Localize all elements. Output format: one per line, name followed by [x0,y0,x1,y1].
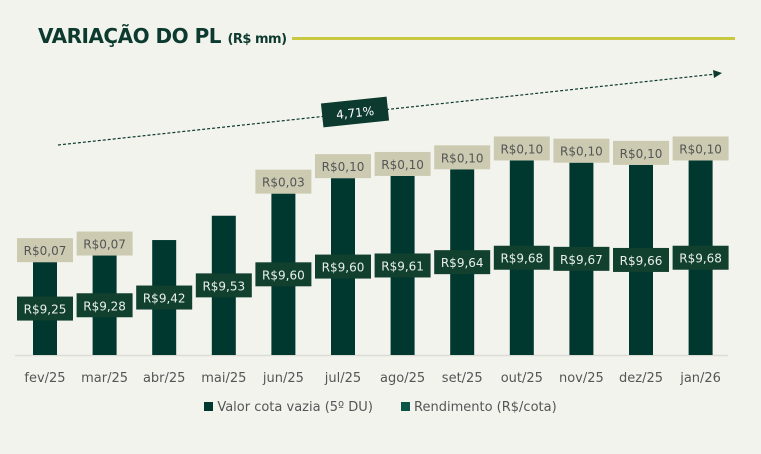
title-rule [292,37,735,40]
rend-label-bg [613,140,669,165]
rend-label: R$0,10 [322,160,365,174]
value-label: R$9,60 [322,261,365,275]
x-tick-label: set/25 [442,371,483,386]
trend-arrowhead [713,70,722,78]
x-tick-label: abr/25 [143,371,186,386]
badge-text: 4,71% [335,104,374,122]
value-label: R$9,66 [620,254,663,268]
rend-label-bg [315,154,371,179]
value-label: R$9,64 [441,256,484,270]
x-tick-label: mar/25 [81,371,128,386]
value-label: R$9,53 [202,279,245,293]
value-label-bg [672,245,729,270]
value-label-bg [493,245,550,270]
legend-item-valor: Valor cota vazia (5º DU) [204,400,373,415]
rend-label-bg [374,151,431,176]
value-label-bg [613,247,669,272]
chart-title: VARIAÇÃO DO PL (R$ mm) [38,24,287,48]
rend-label-bg [672,136,729,161]
x-tick-label: ago/25 [380,371,425,386]
x-tick-label: jun/25 [262,371,304,386]
value-label: R$9,60 [262,268,305,282]
rend-label: R$0,03 [262,176,305,190]
legend-label: Rendimento (R$/cota) [414,400,557,415]
rend-label: R$0,10 [620,147,663,161]
x-tick-label: out/25 [501,371,543,386]
x-tick-label: jan/26 [679,371,721,386]
rend-label: R$0,10 [679,142,722,156]
rend-label: R$0,10 [381,158,424,172]
title-text: VARIAÇÃO DO PL [38,24,222,48]
trend-badge: 4,71% [320,96,390,128]
rend-label-bg [434,145,491,170]
value-label-bg [255,262,312,287]
rend-label: R$0,07 [83,238,126,252]
value-label-bg [136,285,193,310]
value-label-bg [17,296,73,321]
value-label-bg [76,293,133,318]
value-label: R$9,28 [83,299,126,313]
x-tick-label: nov/25 [559,371,604,386]
rend-label-bg [553,138,610,163]
value-label: R$9,68 [679,252,722,266]
rend-label-bg [76,231,133,256]
title-unit: (R$ mm) [227,32,287,47]
value-label: R$9,67 [560,253,603,267]
badge-bg [320,96,390,128]
legend-label: Valor cota vazia (5º DU) [217,400,373,415]
value-label-bg [374,253,431,278]
value-label: R$9,61 [381,259,424,273]
rend-label-bg [17,238,73,263]
x-tick-label: dez/25 [619,371,663,386]
legend-item-rendimento: Rendimento (R$/cota) [401,400,557,415]
legend-swatch [401,402,411,411]
value-label: R$9,25 [24,303,67,317]
legend: Valor cota vazia (5º DU) Rendimento (R$/… [0,400,761,415]
rend-label: R$0,10 [441,151,484,165]
x-tick-label: jul/25 [324,371,361,386]
x-tick-label: mai/25 [201,371,246,386]
value-label: R$9,42 [143,292,186,306]
value-label-bg [434,250,491,275]
rend-label: R$0,07 [24,244,67,258]
rend-label-bg [255,169,312,194]
value-label: R$9,68 [500,252,543,266]
value-label-bg [315,254,371,279]
rend-label-bg [493,136,550,161]
rend-label: R$0,10 [560,145,603,159]
legend-swatch [204,402,214,411]
rend-label: R$0,10 [500,142,543,156]
value-label-bg [195,273,252,298]
x-tick-label: fev/25 [24,371,65,386]
value-label-bg [553,246,610,271]
